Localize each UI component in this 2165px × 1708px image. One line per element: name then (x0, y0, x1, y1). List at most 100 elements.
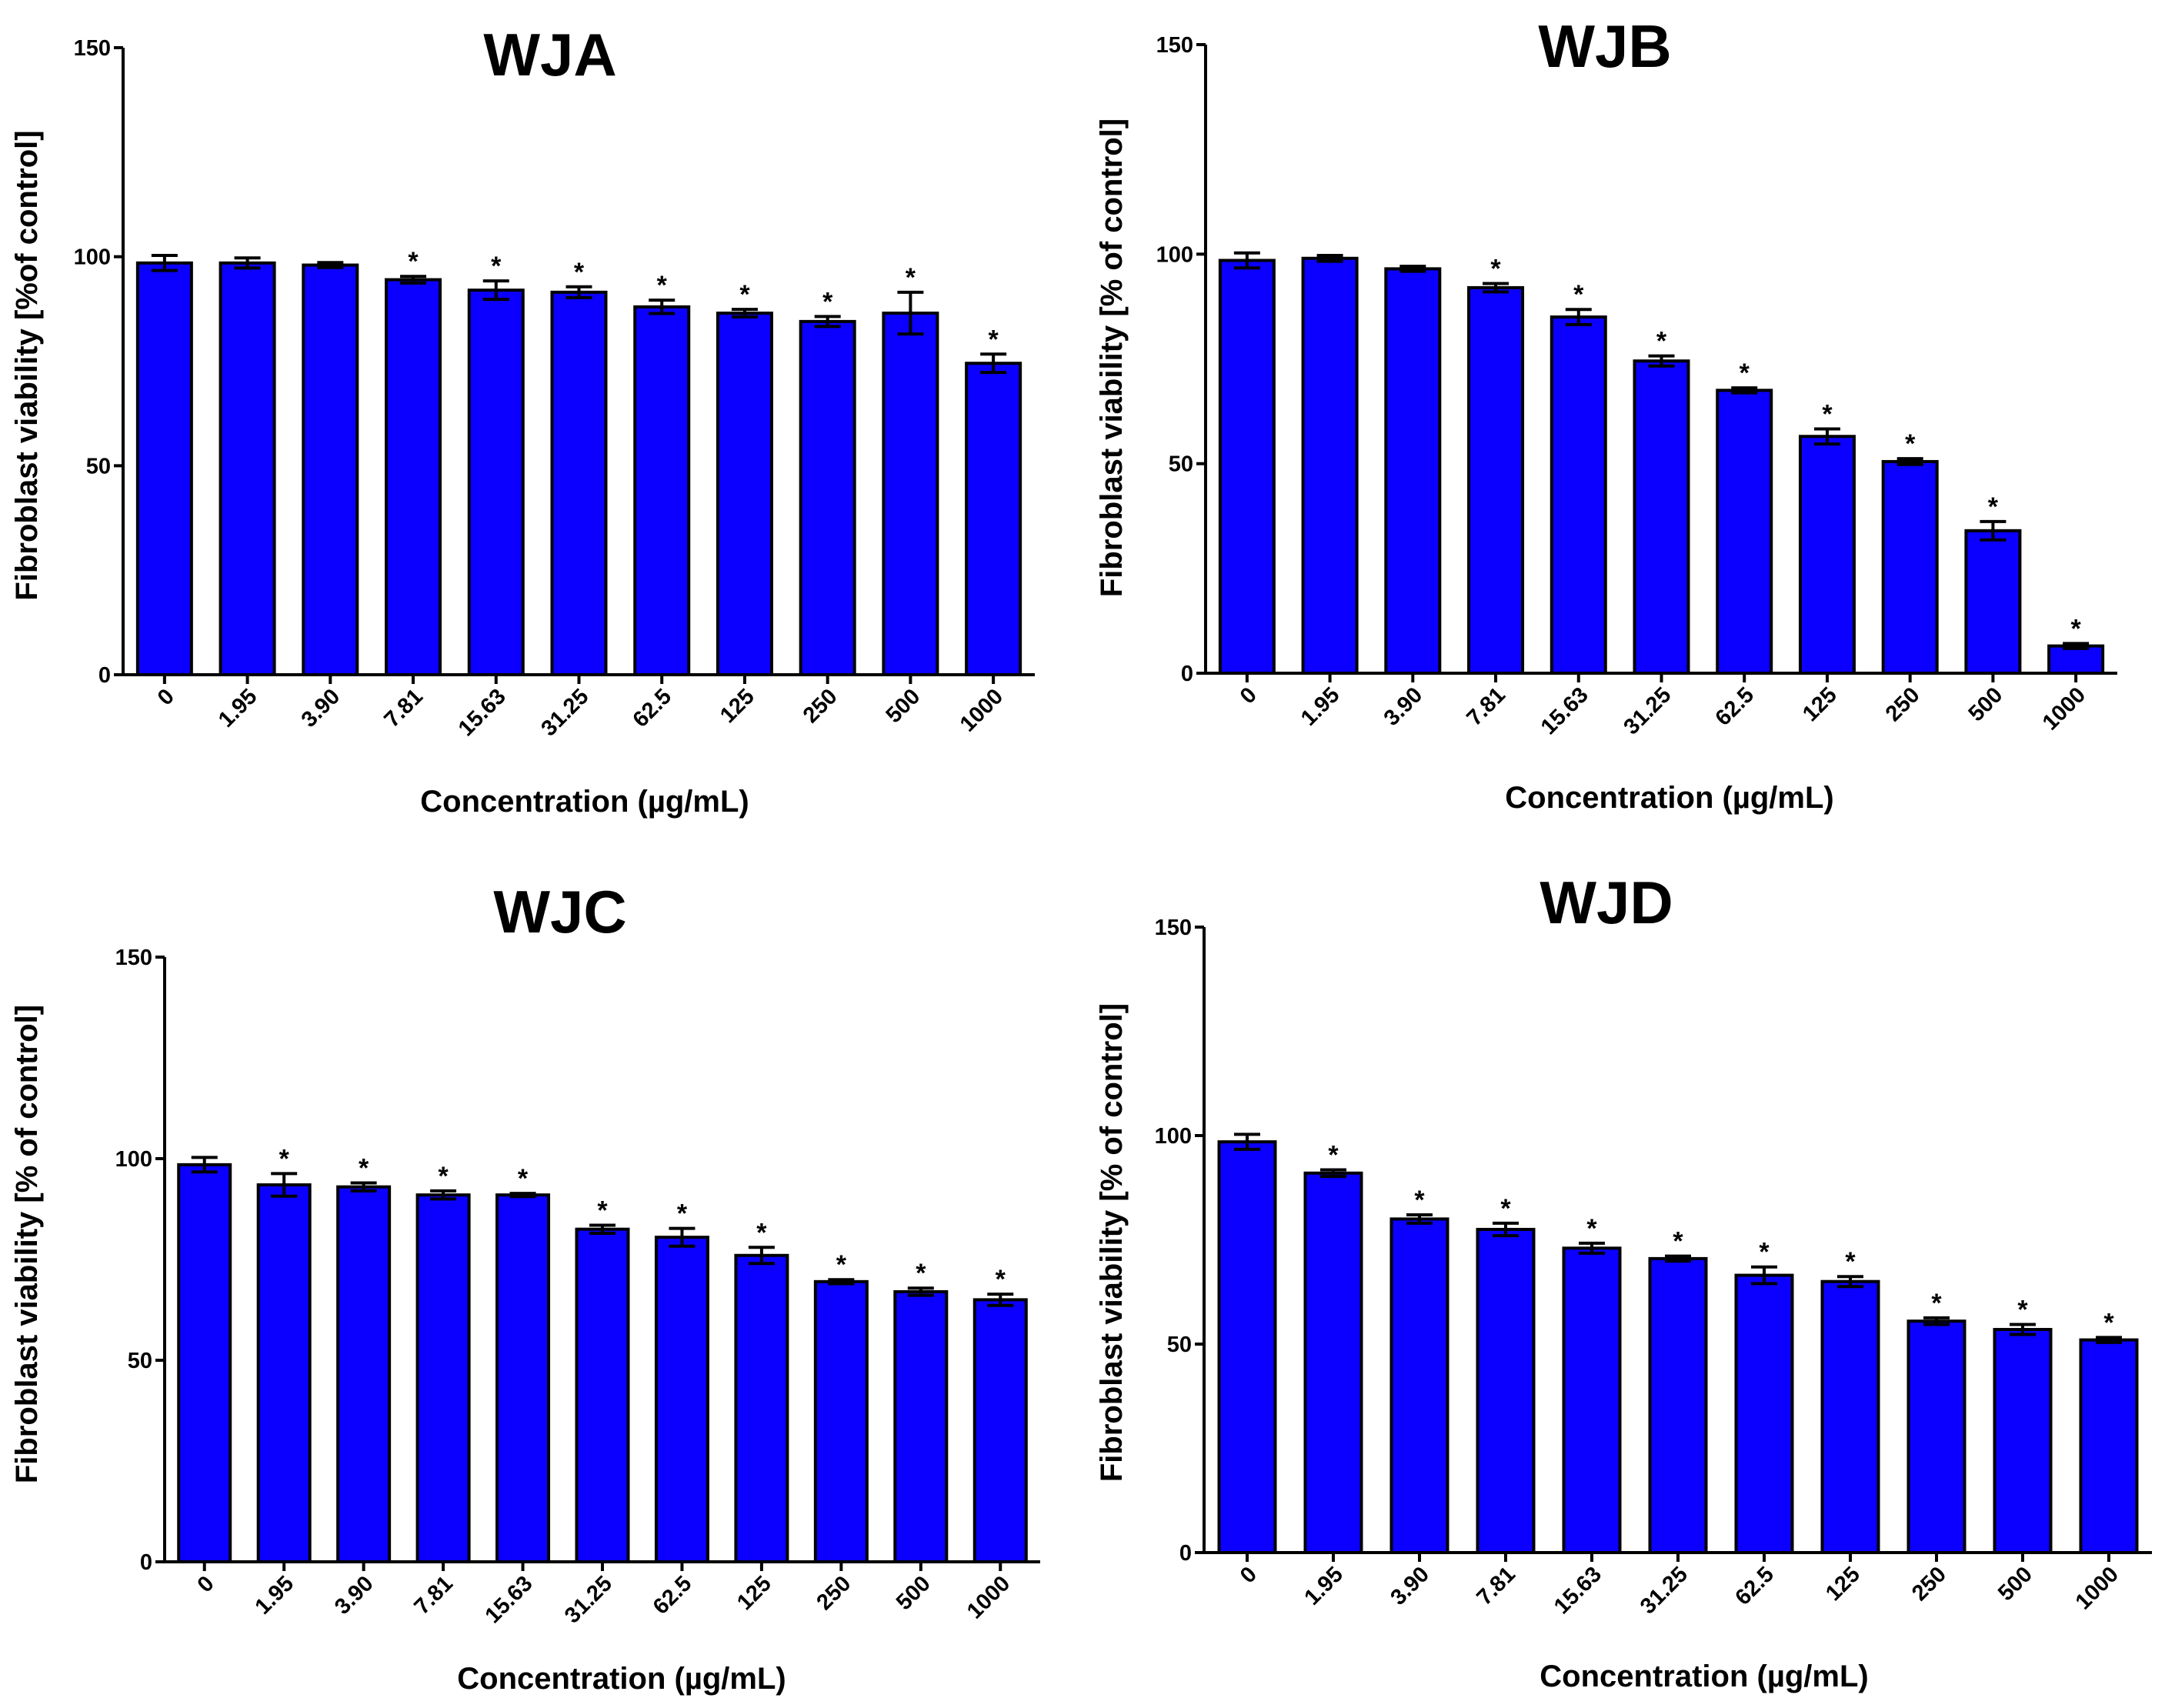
bar-1000 (2079, 1338, 2139, 1554)
bar-125 (734, 1253, 789, 1563)
x-tick-label: 500 (892, 1571, 936, 1615)
significance-marker: * (756, 1218, 767, 1247)
significance-marker: * (2071, 614, 2082, 643)
y-axis-label: Fibroblast viability [% of control] (10, 1005, 44, 1483)
significance-marker: * (408, 247, 419, 276)
y-tick-label: 100 (74, 245, 111, 270)
bar-15.63 (467, 289, 525, 676)
significance-marker: * (518, 1164, 529, 1193)
bar-1000 (965, 362, 1022, 676)
plot-area-wjb: 0 50 100 150 0 1.95 3.90 * 7.81 * 15.63 * 31.25 * 62.5… (1156, 33, 2117, 739)
significance-marker: * (279, 1144, 290, 1173)
x-axis-label: Concentration (µg/mL) (457, 1662, 786, 1696)
significance-marker: * (989, 325, 999, 354)
x-tick-label: 15.63 (1550, 1562, 1606, 1619)
x-tick-label: 500 (1964, 682, 2008, 726)
chart-title: WJD (1540, 869, 1673, 936)
x-tick-label: 62.5 (1711, 682, 1760, 731)
bar-500 (893, 1289, 949, 1564)
bar-7.81 (385, 278, 442, 676)
significance-marker: * (1822, 399, 1833, 429)
x-tick-label: 31.25 (560, 1571, 617, 1628)
y-tick-label: 150 (115, 946, 152, 970)
y-tick-label: 100 (115, 1147, 152, 1172)
x-tick-label: 15.63 (481, 1571, 538, 1628)
significance-marker: * (597, 1196, 608, 1225)
x-tick-label: 125 (1798, 682, 1842, 726)
significance-marker: * (677, 1199, 688, 1229)
x-tick-label: 3.90 (1379, 682, 1428, 731)
y-tick-label: 50 (128, 1349, 152, 1373)
x-tick-label: 7.81 (409, 1571, 458, 1620)
bar-500 (882, 312, 939, 676)
x-tick-label: 500 (882, 684, 926, 728)
bar-0 (177, 1163, 232, 1563)
bar-3.90 (302, 263, 359, 676)
x-tick-label: 15.63 (454, 684, 511, 741)
x-tick-label: 3.90 (1386, 1562, 1434, 1610)
x-tick-label: 7.81 (1462, 682, 1510, 731)
x-tick-label: 3.90 (330, 1571, 379, 1620)
x-tick-label: 1000 (956, 684, 1008, 736)
significance-marker: * (1490, 254, 1501, 283)
y-tick-label: 50 (1169, 452, 1193, 477)
bar-3.90 (1389, 1217, 1449, 1555)
bar-1000 (2047, 644, 2105, 676)
x-tick-label: 125 (732, 1571, 776, 1615)
bar-1000 (972, 1298, 1028, 1564)
x-tick-label: 1.95 (1299, 1562, 1348, 1610)
x-tick-label: 1.95 (214, 684, 262, 732)
bar-1.95 (256, 1183, 312, 1564)
significance-marker: * (1759, 1238, 1770, 1267)
y-tick-label: 0 (140, 1550, 152, 1575)
bar-500 (1993, 1328, 2053, 1555)
significance-marker: * (2017, 1296, 2028, 1325)
bar-500 (1964, 529, 2022, 676)
significance-marker: * (996, 1265, 1006, 1294)
x-tick-label: 3.90 (297, 684, 345, 732)
chart-panel-wja: WJA Fibroblast viability [%of control] C… (10, 21, 749, 819)
y-tick-label: 50 (86, 454, 111, 479)
bar-31.25 (1648, 1256, 1708, 1554)
significance-marker: * (916, 1259, 926, 1288)
significance-marker: * (657, 271, 668, 300)
y-axis-label: Fibroblast viability [% of control] (1095, 1003, 1129, 1482)
bar-1.95 (1303, 1171, 1363, 1555)
y-tick-label: 150 (74, 36, 111, 61)
x-tick-label: 125 (716, 684, 759, 728)
plot-area-wja: 0 50 100 150 0 1.95 3.90 * 7.81 * 15.63 * 31.25 * 62.5… (74, 36, 1035, 741)
bar-62.5 (654, 1236, 709, 1564)
x-tick-label: 1000 (2038, 682, 2090, 735)
bar-250 (813, 1279, 869, 1563)
bar-7.81 (415, 1193, 471, 1564)
significance-marker: * (1586, 1214, 1597, 1243)
significance-marker: * (359, 1153, 369, 1183)
x-tick-label: 0 (193, 1571, 219, 1597)
bar-31.25 (1633, 359, 1690, 675)
significance-marker: * (1573, 280, 1584, 309)
significance-marker: * (2103, 1308, 2114, 1337)
bar-31.25 (575, 1227, 630, 1563)
significance-marker: * (1905, 429, 1916, 459)
chart-panel-wjc: WJC Fibroblast viability [% of control] … (10, 878, 786, 1696)
x-tick-label: 250 (1881, 682, 1925, 726)
chart-panel-wjd: WJD Fibroblast viability [% of control] … (1095, 869, 1869, 1693)
x-tick-label: 1000 (962, 1571, 1015, 1623)
significance-marker: * (1500, 1194, 1511, 1223)
y-tick-label: 150 (1155, 916, 1192, 940)
chart-title: WJC (493, 878, 626, 946)
bar-7.81 (1476, 1227, 1536, 1554)
bar-31.25 (550, 290, 608, 676)
x-tick-label: 7.81 (379, 684, 428, 732)
chart-panel-wjb: WJB Fibroblast viability [% of control] … (1095, 12, 1834, 815)
significance-marker: * (491, 252, 502, 281)
x-tick-label: 62.5 (1730, 1562, 1779, 1610)
bar-250 (799, 319, 856, 676)
x-tick-label: 1000 (2071, 1562, 2123, 1614)
bar-250 (1906, 1319, 1967, 1554)
significance-marker: * (836, 1250, 847, 1279)
significance-marker: * (739, 280, 750, 309)
x-tick-label: 1.95 (251, 1571, 299, 1620)
significance-marker: * (822, 287, 833, 316)
